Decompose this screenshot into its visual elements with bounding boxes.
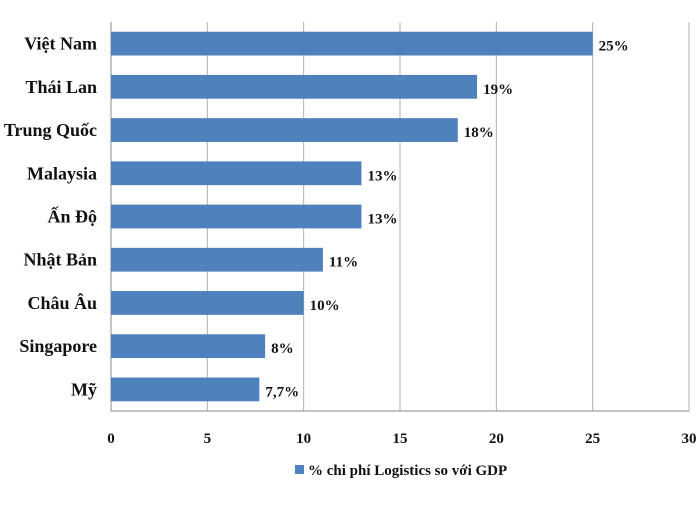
category-label: Malaysia: [27, 163, 97, 183]
legend-swatch: [295, 465, 304, 474]
x-tick-label: 25: [585, 431, 600, 447]
bar: [111, 161, 362, 186]
data-label: 18%: [464, 125, 494, 141]
category-label: Nhật Bản: [23, 250, 97, 270]
bar: [111, 204, 362, 229]
data-label: 19%: [483, 82, 513, 98]
bar: [111, 377, 260, 402]
bar: [111, 31, 593, 56]
bar: [111, 247, 323, 272]
category-label: Thái Lan: [25, 77, 97, 97]
data-label: 10%: [310, 298, 340, 314]
x-tick-label: 5: [204, 431, 212, 447]
category-label: Việt Nam: [24, 34, 97, 54]
category-label: Trung Quốc: [4, 120, 97, 140]
category-label: Châu Âu: [27, 292, 97, 313]
category-label: Singapore: [19, 336, 97, 356]
data-label: 7,7%: [265, 384, 299, 400]
bar: [111, 118, 458, 142]
category-label: Mỹ: [71, 379, 97, 399]
bar: [111, 74, 478, 99]
x-tick-labels: 0 5 10 15 20 25 30: [107, 431, 696, 447]
data-label: 25%: [599, 39, 629, 55]
x-tick-label: 20: [489, 431, 504, 447]
category-labels: Việt Nam Thái Lan Trung Quốc Malaysia Ấn Độ N…: [4, 34, 97, 400]
data-label: 13%: [367, 168, 397, 184]
bars: [111, 31, 593, 402]
x-tick-label: 30: [682, 431, 697, 447]
data-label: 13%: [367, 212, 397, 228]
data-label: 8%: [271, 341, 294, 357]
x-tick-label: 15: [393, 431, 408, 447]
legend: % chi phí Logistics so với GDP: [295, 463, 507, 479]
bar: [111, 334, 266, 359]
category-label: Ấn Độ: [47, 206, 97, 227]
legend-label: % chi phí Logistics so với GDP: [308, 463, 507, 479]
x-tick-label: 10: [296, 431, 311, 447]
data-label: 11%: [329, 255, 358, 271]
x-tick-label: 0: [107, 431, 115, 447]
bar: [111, 291, 304, 315]
data-labels: 25% 19% 18% 13% 13% 11% 10% 8% 7,7%: [265, 39, 628, 401]
